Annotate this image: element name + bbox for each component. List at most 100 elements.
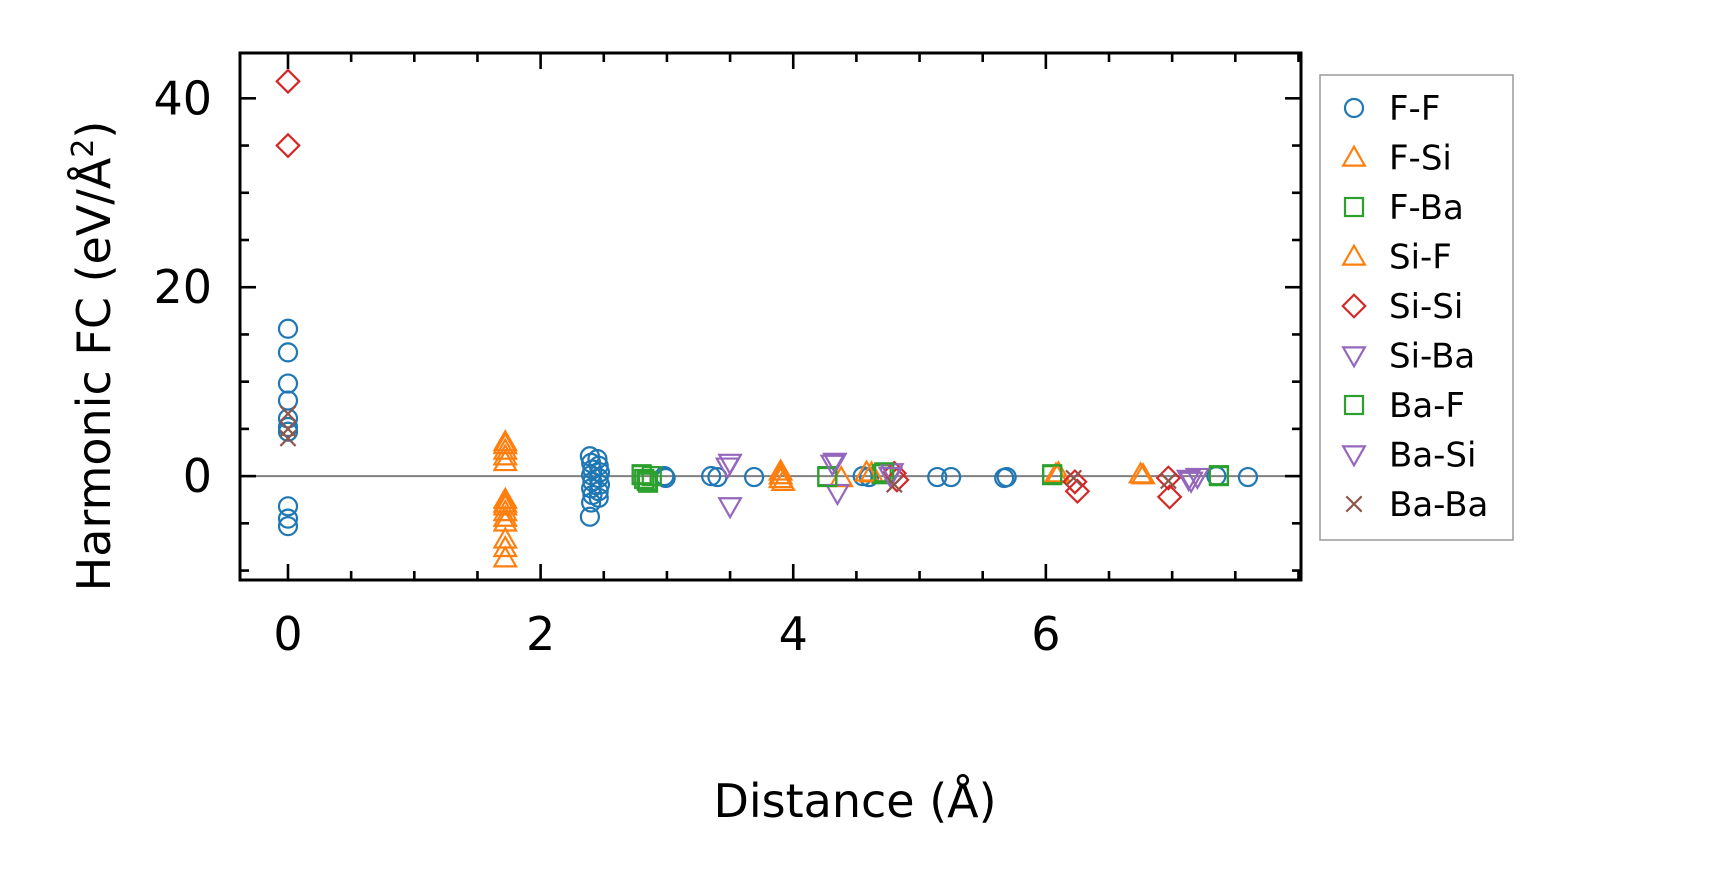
legend-label: F-Si (1389, 139, 1452, 179)
series-ba-f (631, 462, 1229, 491)
x-tick-label: 6 (1031, 607, 1060, 661)
y-tick-label: 0 (183, 449, 212, 503)
legend-entry: Si-Si (1341, 287, 1463, 327)
series-f-f (277, 318, 1259, 537)
data-point (1208, 466, 1229, 487)
x-tick-label: 4 (779, 607, 808, 661)
legend-label: Ba-F (1389, 386, 1465, 426)
legend-entry: Ba-Ba (1345, 485, 1488, 525)
legend-marker (1345, 495, 1363, 513)
data-point (631, 465, 652, 486)
data-point (637, 472, 659, 493)
data-points (275, 68, 1259, 568)
data-point (874, 462, 895, 483)
data-point (492, 504, 518, 527)
legend-entry: Ba-F (1343, 386, 1465, 426)
legend-marker (1341, 293, 1367, 319)
legend-label: Ba-Ba (1389, 485, 1488, 525)
legend-label: F-Ba (1389, 188, 1464, 228)
legend-label: Si-Si (1389, 287, 1463, 327)
legend-label: Si-F (1389, 238, 1452, 278)
data-point (277, 373, 299, 394)
y-axis-label-end: ) (67, 121, 121, 139)
data-point (277, 496, 299, 517)
data-point (581, 492, 602, 513)
data-point (492, 443, 518, 466)
legend-marker (1343, 97, 1365, 119)
x-axis-label: Distance (Å) (713, 774, 996, 828)
legend-entry: Ba-Si (1341, 436, 1476, 476)
data-point (767, 462, 794, 485)
data-point (589, 474, 611, 495)
data-point (275, 132, 301, 159)
data-point (492, 490, 518, 513)
data-point (853, 459, 880, 482)
data-point (714, 457, 741, 480)
data-point (492, 493, 518, 516)
plot-area (240, 68, 1301, 568)
data-point (1159, 472, 1177, 490)
data-point (275, 68, 301, 95)
data-point (579, 506, 600, 527)
legend-entry: F-Ba (1343, 188, 1464, 228)
legend-label: Si-Ba (1389, 337, 1475, 377)
y-axis-label-superscript: 2 (66, 139, 101, 158)
data-point (743, 466, 765, 488)
data-point (277, 421, 299, 442)
legend-marker (1341, 243, 1367, 266)
x-tick-label: 2 (526, 607, 555, 661)
data-point (492, 429, 518, 452)
data-point (277, 318, 299, 339)
data-point (996, 466, 1017, 488)
data-point (1065, 469, 1083, 487)
y-axis-label-main: Harmonic FC (eV/Å (67, 157, 121, 591)
data-point (492, 545, 518, 568)
data-point (1062, 468, 1088, 495)
data-point (1237, 466, 1259, 488)
data-point (279, 405, 297, 423)
data-point (1130, 462, 1156, 485)
data-point (1184, 467, 1211, 491)
data-point (492, 534, 518, 558)
data-point (1064, 478, 1091, 505)
legend-entry: Si-F (1341, 238, 1452, 278)
data-point (641, 466, 662, 487)
legend-marker (1343, 394, 1365, 416)
data-point (701, 466, 722, 487)
data-point (941, 466, 962, 488)
data-point (279, 429, 297, 447)
data-point (885, 476, 903, 494)
series-ba-ba (279, 405, 1177, 494)
legend-entry: Si-Ba (1341, 337, 1475, 377)
series-si-si (275, 68, 1183, 510)
legend: F-F F-Si F-Ba Si-F Si-Si Si-Ba Ba-F Ba-Si Ba-Ba (1319, 74, 1514, 541)
data-point (1156, 484, 1183, 510)
legend-marker (1341, 445, 1367, 468)
legend-label: F-F (1389, 89, 1440, 129)
y-tick-label: 40 (153, 71, 212, 125)
data-point (1178, 471, 1204, 494)
x-tick-label: 0 (273, 607, 302, 661)
axes: 0 2 4 6 0 20 40 (153, 51, 1303, 661)
legend-label: Ba-Si (1389, 436, 1476, 476)
y-axis-label: Harmonic FC (eV/Å2) (66, 121, 122, 592)
data-point (277, 516, 299, 537)
data-point (819, 454, 846, 477)
data-point (817, 466, 838, 488)
series-ba-si (714, 454, 1211, 492)
data-point (822, 452, 848, 475)
plot-frame (238, 51, 1303, 582)
data-point (884, 467, 910, 493)
data-point (277, 508, 299, 529)
data-point (492, 448, 518, 472)
legend-marker (1341, 144, 1367, 167)
data-point (277, 342, 299, 363)
data-point (1042, 464, 1063, 485)
data-point (877, 466, 904, 490)
data-point (767, 458, 794, 481)
legend-marker (1343, 196, 1365, 218)
legend-entry: F-Si (1341, 139, 1452, 179)
data-point (717, 497, 743, 520)
data-point (636, 470, 657, 491)
